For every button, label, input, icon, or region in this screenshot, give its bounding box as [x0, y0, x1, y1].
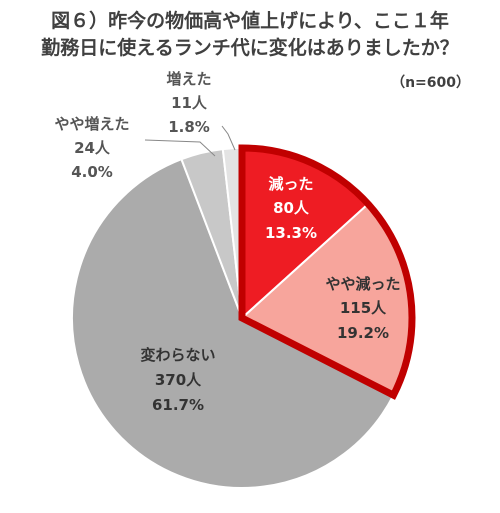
- chart-title-line2: 勤務日に使えるランチ代に変化はありましたか？: [41, 37, 459, 59]
- label-heta-name: 減った: [268, 175, 313, 193]
- slice-kawaranai: [71, 157, 395, 489]
- pie-slices: [71, 146, 413, 489]
- label-kawaranai-name: 変わらない: [140, 346, 215, 364]
- chart-title-line1: 図６）昨今の物価高や値上げにより、ここ１年: [51, 10, 449, 32]
- leader-line-yaya-fueta: [144, 139, 216, 157]
- label-yaya-heta-count: 115人: [340, 299, 387, 317]
- label-kawaranai-percent: 61.7%: [152, 396, 204, 414]
- label-heta-count: 80人: [273, 199, 310, 217]
- label-yaya-heta-name: やや減った: [325, 275, 400, 293]
- label-heta-percent: 13.3%: [265, 224, 317, 242]
- label-kawaranai-count: 370人: [155, 371, 202, 389]
- label-fueta-count: 11人: [171, 94, 208, 112]
- label-yaya-heta-percent: 19.2%: [337, 324, 389, 342]
- chart-title: 図６）昨今の物価高や値上げにより、ここ１年 勤務日に使えるランチ代に変化はありま…: [0, 8, 500, 62]
- label-yaya-fueta-percent: 4.0%: [71, 163, 113, 181]
- label-yaya-fueta-count: 24人: [74, 139, 111, 157]
- label-fueta-percent: 1.8%: [168, 118, 210, 136]
- highlight-border: [238, 144, 416, 400]
- leader-line-fueta: [221, 125, 236, 151]
- label-yaya-fueta-name: やや増えた: [54, 115, 129, 133]
- label-fueta-name: 増えた: [166, 70, 211, 88]
- leader-lines: [144, 125, 236, 157]
- sample-size-note: （n=600）: [391, 75, 470, 91]
